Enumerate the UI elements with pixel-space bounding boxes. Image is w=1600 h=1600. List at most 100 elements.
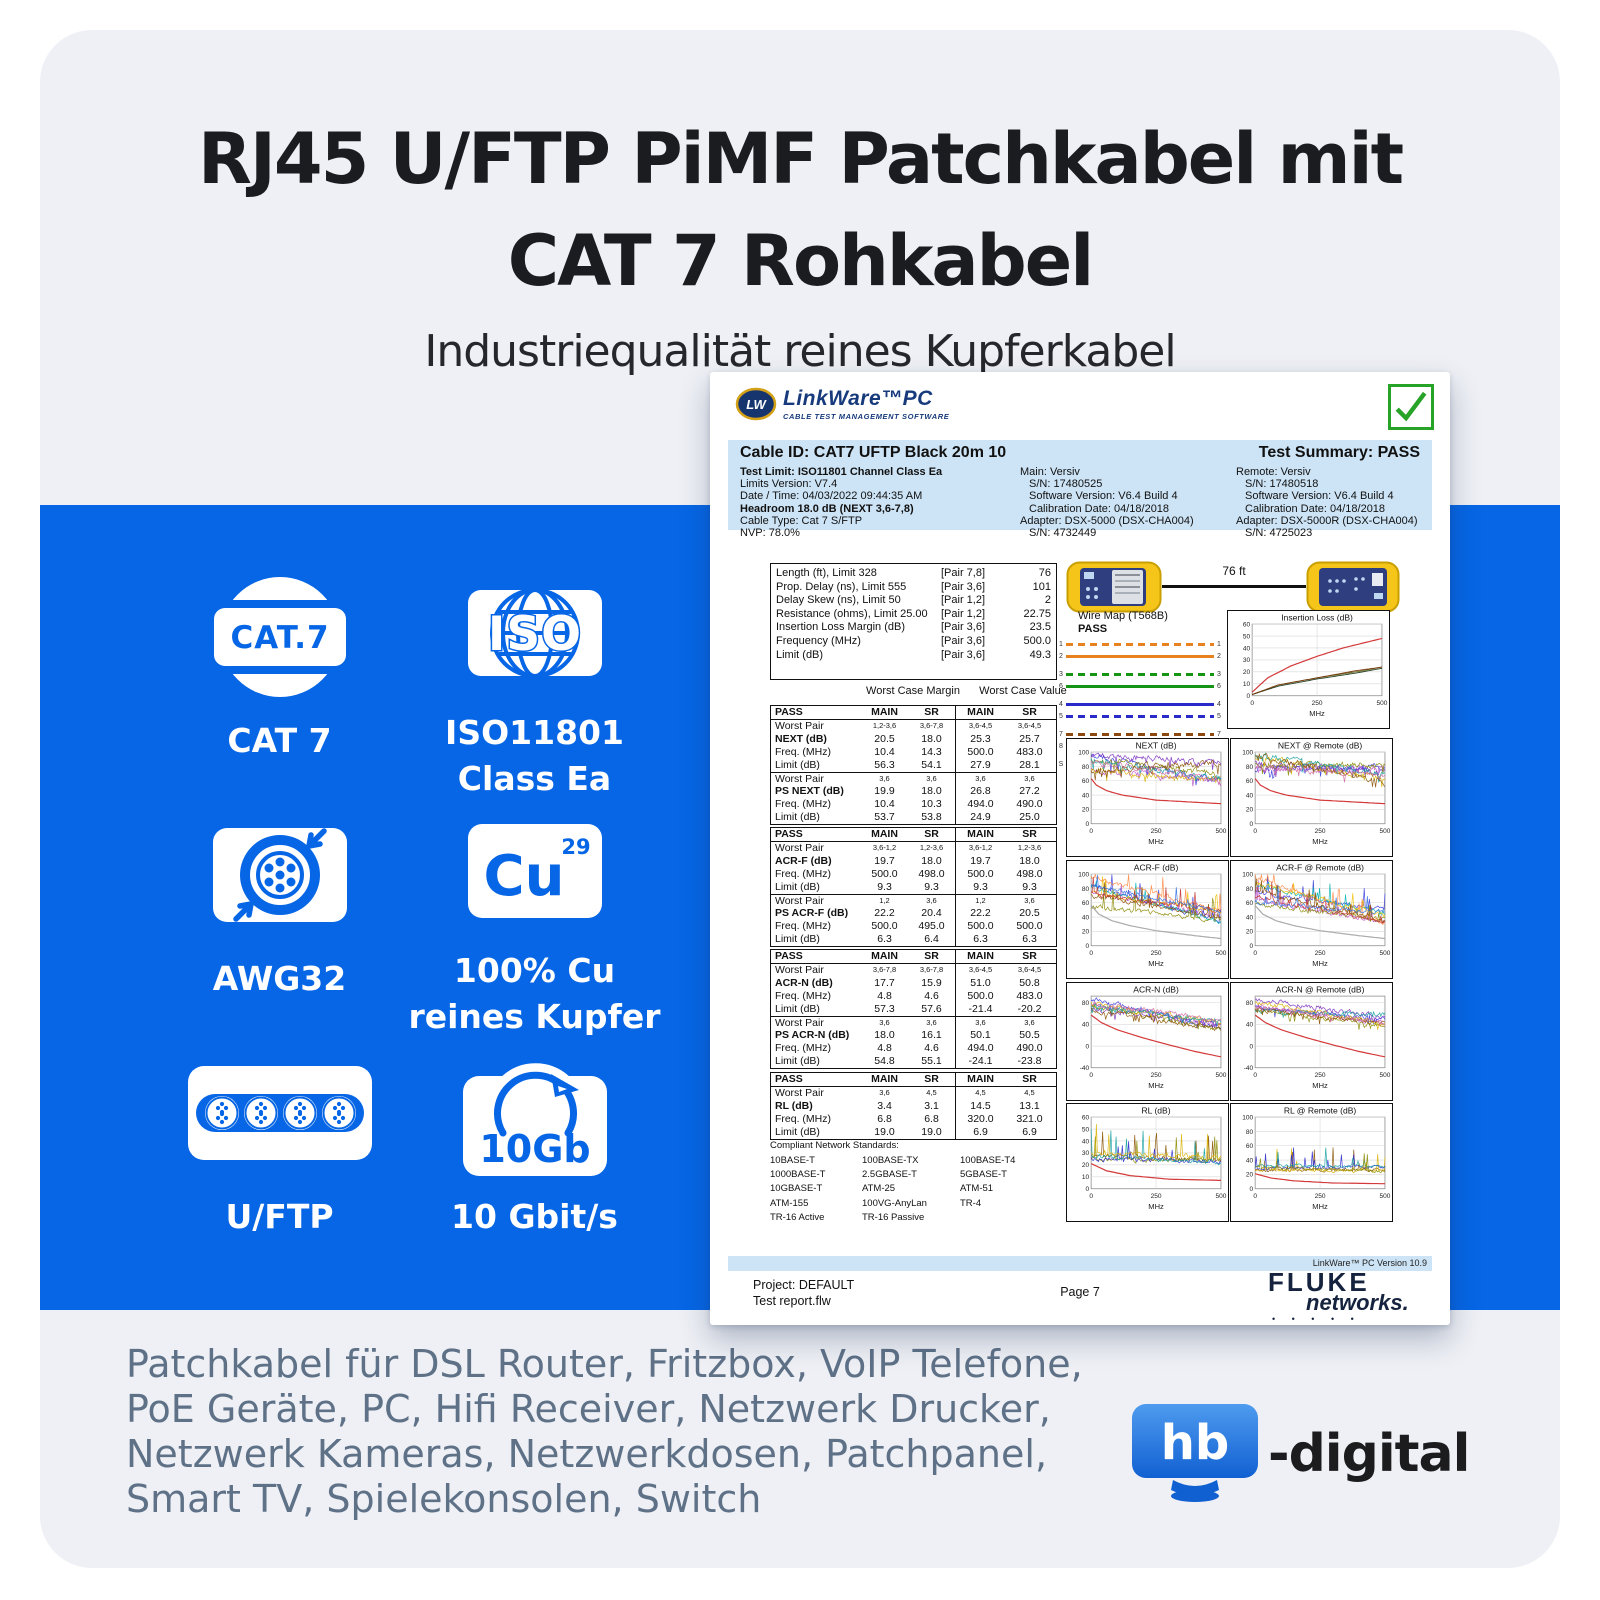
- table-row: NEXT (dB) 20.5 18.0 25.3 25.7: [775, 732, 1040, 746]
- svg-text:MHz: MHz: [1148, 959, 1164, 968]
- test-summary: Test Summary: PASS: [1258, 444, 1420, 461]
- hb-tv-icon: hb: [1132, 1404, 1258, 1502]
- table-row: Limit (dB) 56.3 54.1 27.9 28.1: [775, 758, 1040, 772]
- standard-item: TR-16 Passive: [862, 1211, 925, 1223]
- table-row: Worst Pair 3,6 3,6 3,6 3,6: [771, 1015, 1056, 1030]
- svg-text:ACR-F (dB): ACR-F (dB): [1134, 863, 1179, 873]
- standard-item: TR-16 Active: [770, 1211, 825, 1223]
- table-row: Limit (dB) [Pair 3,6] 49.3: [776, 648, 1051, 661]
- wire-map-status: PASS: [1078, 623, 1108, 635]
- svg-text:60: 60: [1082, 1114, 1090, 1121]
- svg-text:0: 0: [1247, 693, 1251, 700]
- chart-rl: RL (dB) 0 10 20 30 40 50 60 0 250 500 MHz: [1066, 1103, 1229, 1222]
- svg-text:60: 60: [1246, 778, 1254, 785]
- svg-text:250: 250: [1315, 1072, 1326, 1079]
- svg-text:40: 40: [1082, 1022, 1090, 1029]
- svg-text:250: 250: [1315, 1193, 1326, 1200]
- svg-text:0: 0: [1250, 1043, 1254, 1050]
- svg-text:250: 250: [1312, 700, 1323, 707]
- table-row: PS NEXT (dB) 19.9 18.0 26.8 27.2: [775, 785, 1040, 799]
- svg-text:10: 10: [1082, 1174, 1090, 1181]
- cat7-badge-icon: CAT.7: [204, 558, 355, 716]
- usage-line: Smart TV, Spielekonsolen, Switch: [126, 1477, 762, 1521]
- svg-text:250: 250: [1151, 828, 1162, 835]
- svg-text:80: 80: [1082, 1000, 1090, 1007]
- svg-text:0: 0: [1086, 1043, 1090, 1050]
- table-row: Length (ft), Limit 328 [Pair 7,8] 76: [776, 567, 1051, 579]
- svg-text:20: 20: [1246, 929, 1254, 936]
- svg-text:60: 60: [1082, 900, 1090, 907]
- result-table: PASS MAIN SR MAIN SR Worst Pair 3,6-7,8 3,6-7,8…: [770, 949, 1057, 1070]
- table-row: Freq. (MHz) 10.4 14.3 500.0 483.0: [775, 745, 1043, 759]
- chart-acrn: ACR-N (dB) -40 0 40 80 0 250 500 MHz: [1066, 982, 1229, 1101]
- feature-caption: AWG32: [212, 959, 347, 998]
- chart-insertion-loss: Insertion Loss (dB) 0 10 20 30 40 50 60 0 250 500 M…: [1227, 610, 1390, 729]
- usage-description: Patchkabel für DSL Router, Fritzbox, VoI…: [126, 1342, 1083, 1522]
- report-footer-project: Project: DEFAULT Test report.flw: [753, 1277, 854, 1309]
- table-row: ACR-F (dB) 19.7 18.0 19.7 18.0: [775, 854, 1040, 868]
- table-row: Limit (dB) 9.3 9.3 9.3 9.3: [775, 880, 1037, 894]
- app-name: LinkWare™PC: [783, 387, 933, 410]
- feature-awg32: AWG32: [152, 796, 407, 1034]
- header-line: Headroom 18.0 dB (NEXT 3,6-7,8): [740, 502, 914, 515]
- result-table: PASS MAIN SR MAIN SR Worst Pair 1,2-3,6 3,6-7,8…: [770, 705, 1057, 826]
- svg-text:60: 60: [1243, 621, 1251, 628]
- svg-text:100: 100: [1078, 749, 1089, 756]
- feature-grid: CAT.7 CAT 7 ISO ISO11801 Class Ea AWG32 Cu…: [152, 558, 672, 1284]
- table-row: Freq. (MHz) 4.8 4.6 500.0 483.0: [775, 989, 1043, 1003]
- table-row: Worst Pair 3,6 4,5 4,5 4,5: [775, 1086, 1035, 1100]
- svg-text:Insertion Loss (dB): Insertion Loss (dB): [1281, 613, 1353, 623]
- table-header-row: PASS MAIN SR MAIN SR: [771, 1073, 1056, 1087]
- header-main-column: Main: Versiv S/N: 17480525 Software Versio…: [1020, 466, 1232, 539]
- table-row: Insertion Loss Margin (dB) [Pair 3,6] 23.5: [776, 621, 1051, 634]
- svg-text:hb: hb: [1161, 1415, 1230, 1471]
- header-line: Software Version: V6.4 Build 4: [1029, 490, 1178, 503]
- fluke-networks-logo: FLUKE networks. • • • • •: [1268, 1267, 1409, 1324]
- svg-text:20: 20: [1243, 669, 1251, 676]
- result-table: PASS MAIN SR MAIN SR Worst Pair 3,6-1,2 1,2-3,6…: [770, 827, 1057, 948]
- chart-acrf-remote: ACR-F @ Remote (dB) 0 20 40 60 80 100 0 250 500 MH…: [1230, 860, 1393, 979]
- svg-text:0: 0: [1086, 1186, 1090, 1193]
- svg-text:80: 80: [1246, 886, 1254, 893]
- svg-text:100: 100: [1242, 871, 1253, 878]
- pass-check-box: [1388, 384, 1434, 430]
- svg-text:0: 0: [1250, 821, 1254, 828]
- svg-text:LW: LW: [746, 397, 767, 412]
- header-line: Main: Versiv: [1020, 466, 1080, 478]
- table-row: Worst Pair 3,6-1,2 1,2-3,6 3,6-1,2 1,2-3,6: [775, 841, 1042, 855]
- feature-caption: CAT 7: [227, 721, 332, 760]
- svg-text:29: 29: [561, 835, 590, 859]
- svg-text:0: 0: [1253, 828, 1257, 835]
- svg-text:30: 30: [1082, 1150, 1090, 1157]
- standard-item: 5GBASE-T: [960, 1169, 1007, 1181]
- svg-text:250: 250: [1151, 1193, 1162, 1200]
- svg-text:500: 500: [1380, 1072, 1391, 1079]
- table-row: Frequency (MHz) [Pair 3,6] 500.0: [776, 634, 1051, 647]
- table-header-row: PASS MAIN SR MAIN SR: [771, 706, 1056, 720]
- title-block: RJ45 U/FTP PiMF Patchkabel mit CAT 7 Roh…: [40, 108, 1560, 377]
- standard-item: 10GBASE-T: [770, 1183, 823, 1195]
- standard-item: 100VG-AnyLan: [862, 1197, 927, 1209]
- svg-text:MHz: MHz: [1312, 837, 1328, 846]
- svg-text:100: 100: [1078, 871, 1089, 878]
- svg-text:40: 40: [1246, 1157, 1254, 1164]
- svg-text:100: 100: [1242, 1114, 1253, 1121]
- page-title-line1: RJ45 U/FTP PiMF Patchkabel mit: [197, 118, 1404, 200]
- svg-text:50: 50: [1243, 633, 1251, 640]
- svg-text:Cu: Cu: [483, 844, 564, 909]
- table-row: Worst Pair 3,6-7,8 3,6-7,8 3,6-4,5 3,6-4,5: [775, 963, 1042, 977]
- svg-text:MHz: MHz: [1312, 1081, 1328, 1090]
- chart-next-remote: NEXT @ Remote (dB) 0 20 40 60 80 100 0 250 500 MHz: [1230, 738, 1393, 857]
- table-row: Prop. Delay (ns), Limit 555 [Pair 3,6] 101: [776, 580, 1051, 593]
- svg-text:20: 20: [1246, 1172, 1254, 1179]
- svg-text:80: 80: [1082, 764, 1090, 771]
- tester-link-diagram: 76 ft: [1066, 561, 1400, 615]
- svg-text:250: 250: [1315, 950, 1326, 957]
- feature-iso11801: ISO ISO11801 Class Ea: [407, 558, 662, 798]
- chart-next: NEXT (dB) 0 20 40 60 80 100 0 250 500 MHz: [1066, 738, 1229, 857]
- feature-cat-7: CAT.7 CAT 7: [152, 558, 407, 796]
- standard-item: ATM-155: [770, 1197, 809, 1209]
- svg-text:500: 500: [1216, 1193, 1227, 1200]
- svg-text:0: 0: [1089, 1193, 1093, 1200]
